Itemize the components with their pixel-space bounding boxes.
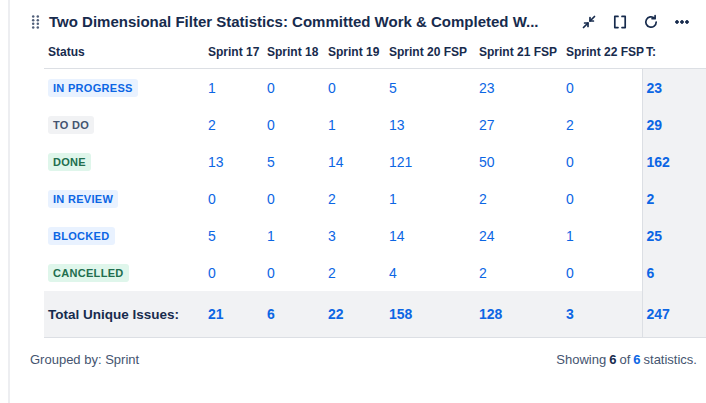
stat-link[interactable]: 0	[566, 154, 574, 170]
stat-link[interactable]: 24	[479, 228, 495, 244]
stat-link[interactable]: 1	[566, 228, 574, 244]
table-body: IN PROGRESS100523023TO DO2011327229DONE1…	[44, 69, 706, 292]
drag-handle-icon[interactable]	[30, 14, 40, 30]
grouped-by-label: Grouped by: Sprint	[30, 352, 139, 367]
column-header: Sprint 20 FSP	[385, 39, 475, 69]
status-badge: BLOCKED	[48, 227, 115, 244]
total-stat-link[interactable]: 21	[208, 306, 224, 322]
more-icon[interactable]	[674, 14, 690, 30]
status-badge: DONE	[48, 153, 91, 170]
stat-link[interactable]: 0	[208, 265, 216, 281]
stat-link[interactable]: 2	[328, 191, 336, 207]
table-header: Status Sprint 17 Sprint 18 Sprint 19 Spr…	[44, 39, 706, 69]
statistics-text: statistics.	[644, 352, 697, 367]
stat-link[interactable]: 2	[208, 117, 216, 133]
column-header: Sprint 22 FSP	[562, 39, 642, 69]
column-header-total: T:	[642, 39, 706, 69]
total-stat-link[interactable]: 128	[479, 306, 502, 322]
showing-text: Showing	[556, 352, 606, 367]
total-stat-link[interactable]: 6	[267, 306, 275, 322]
status-badge: CANCELLED	[48, 264, 129, 281]
collapse-icon[interactable]	[581, 14, 597, 30]
row-total-link[interactable]: 23	[647, 80, 663, 96]
total-stat-link[interactable]: 22	[328, 306, 344, 322]
stat-link[interactable]: 0	[267, 117, 275, 133]
stat-link[interactable]: 0	[267, 80, 275, 96]
stat-link[interactable]: 5	[208, 228, 216, 244]
column-header: Sprint 17	[204, 39, 263, 69]
stat-link[interactable]: 14	[389, 228, 405, 244]
stat-link[interactable]: 5	[267, 154, 275, 170]
status-badge: TO DO	[48, 116, 94, 133]
stat-link[interactable]: 2	[479, 265, 487, 281]
total-stat-link[interactable]: 3	[566, 306, 574, 322]
expand-icon[interactable]	[612, 14, 628, 30]
stat-link[interactable]: 0	[267, 265, 275, 281]
stat-link[interactable]: 0	[328, 80, 336, 96]
shown-count: 6	[609, 352, 616, 367]
stat-link[interactable]: 0	[566, 80, 574, 96]
table-row: BLOCKED 5 1 3 14 24 1 25	[44, 217, 706, 254]
stat-link[interactable]: 121	[389, 154, 412, 170]
stat-link[interactable]: 1	[267, 228, 275, 244]
column-divider	[8, 0, 10, 403]
stat-link[interactable]: 0	[267, 191, 275, 207]
total-count-link[interactable]: 6	[633, 352, 640, 367]
column-header: Sprint 19	[324, 39, 385, 69]
table-row: TO DO 2 0 1 13 27 2 29	[44, 106, 706, 143]
row-total-link[interactable]: 6	[647, 265, 655, 281]
stat-link[interactable]: 13	[389, 117, 405, 133]
table-row: IN REVIEW 0 0 2 1 2 0 2	[44, 180, 706, 217]
status-badge: IN PROGRESS	[48, 79, 138, 96]
row-total-link[interactable]: 25	[647, 228, 663, 244]
gadget-header: Two Dimensional Filter Statistics: Commi…	[0, 0, 706, 39]
table-row: IN PROGRESS 1 0 0 5 23 0 23	[44, 69, 706, 107]
status-badge: IN REVIEW	[48, 190, 118, 207]
row-total-link[interactable]: 162	[647, 154, 670, 170]
totals-row: Total Unique Issues: 21 6 22 158 128 3 2…	[44, 291, 706, 338]
row-total-link[interactable]: 29	[647, 117, 663, 133]
table-row: DONE 13 5 14 121 50 0 162	[44, 143, 706, 180]
showing-statistics: Showing6of6statistics.	[553, 352, 697, 367]
row-total-link[interactable]: 2	[647, 191, 655, 207]
stat-link[interactable]: 13	[208, 154, 224, 170]
stat-link[interactable]: 23	[479, 80, 495, 96]
column-header-status: Status	[44, 39, 204, 69]
stat-link[interactable]: 14	[328, 154, 344, 170]
stat-link[interactable]: 50	[479, 154, 495, 170]
stat-link[interactable]: 27	[479, 117, 495, 133]
column-header: Sprint 18	[263, 39, 324, 69]
column-header: Sprint 21 FSP	[475, 39, 562, 69]
stat-link[interactable]: 2	[566, 117, 574, 133]
stat-link[interactable]: 5	[389, 80, 397, 96]
totals-label: Total Unique Issues:	[44, 291, 204, 338]
gadget-footer: Grouped by: Sprint Showing6of6statistics…	[0, 338, 706, 367]
stat-link[interactable]: 2	[479, 191, 487, 207]
stat-link[interactable]: 0	[208, 191, 216, 207]
dashboard-gadget: Two Dimensional Filter Statistics: Commi…	[0, 0, 706, 403]
refresh-icon[interactable]	[643, 14, 659, 30]
stat-link[interactable]: 1	[328, 117, 336, 133]
statistics-table: Status Sprint 17 Sprint 18 Sprint 19 Spr…	[44, 39, 706, 338]
grand-total-link[interactable]: 247	[647, 306, 670, 322]
gadget-title: Two Dimensional Filter Statistics: Commi…	[49, 13, 539, 30]
of-text: of	[619, 352, 630, 367]
gadget-header-actions	[581, 14, 690, 30]
stat-link[interactable]: 1	[389, 191, 397, 207]
table-footer: Total Unique Issues: 21 6 22 158 128 3 2…	[44, 291, 706, 338]
stat-link[interactable]: 0	[566, 265, 574, 281]
stat-link[interactable]: 1	[208, 80, 216, 96]
total-stat-link[interactable]: 158	[389, 306, 412, 322]
stat-link[interactable]: 3	[328, 228, 336, 244]
stat-link[interactable]: 2	[328, 265, 336, 281]
stat-link[interactable]: 0	[566, 191, 574, 207]
stat-link[interactable]: 4	[389, 265, 397, 281]
table-row: CANCELLED 0 0 2 4 2 0 6	[44, 254, 706, 291]
